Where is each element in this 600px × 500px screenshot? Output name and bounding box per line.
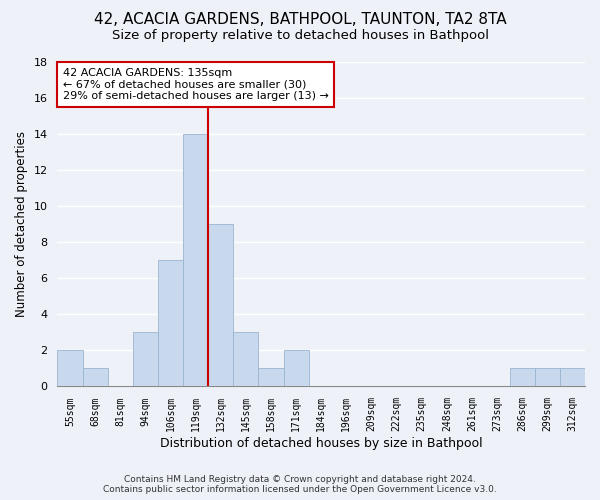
Bar	[58, 350, 83, 386]
Bar	[208, 224, 233, 386]
Text: Contains public sector information licensed under the Open Government Licence v3: Contains public sector information licen…	[103, 485, 497, 494]
Bar	[560, 368, 585, 386]
Y-axis label: Number of detached properties: Number of detached properties	[15, 131, 28, 317]
Bar	[259, 368, 284, 386]
Bar	[233, 332, 259, 386]
Text: 42, ACACIA GARDENS, BATHPOOL, TAUNTON, TA2 8TA: 42, ACACIA GARDENS, BATHPOOL, TAUNTON, T…	[94, 12, 506, 28]
Bar	[284, 350, 308, 386]
Text: Size of property relative to detached houses in Bathpool: Size of property relative to detached ho…	[112, 29, 488, 42]
Bar	[535, 368, 560, 386]
Bar	[158, 260, 183, 386]
X-axis label: Distribution of detached houses by size in Bathpool: Distribution of detached houses by size …	[160, 437, 482, 450]
Bar	[183, 134, 208, 386]
Text: 42 ACACIA GARDENS: 135sqm
← 67% of detached houses are smaller (30)
29% of semi-: 42 ACACIA GARDENS: 135sqm ← 67% of detac…	[62, 68, 329, 101]
Bar	[83, 368, 107, 386]
Text: Contains HM Land Registry data © Crown copyright and database right 2024.: Contains HM Land Registry data © Crown c…	[124, 475, 476, 484]
Bar	[509, 368, 535, 386]
Bar	[133, 332, 158, 386]
